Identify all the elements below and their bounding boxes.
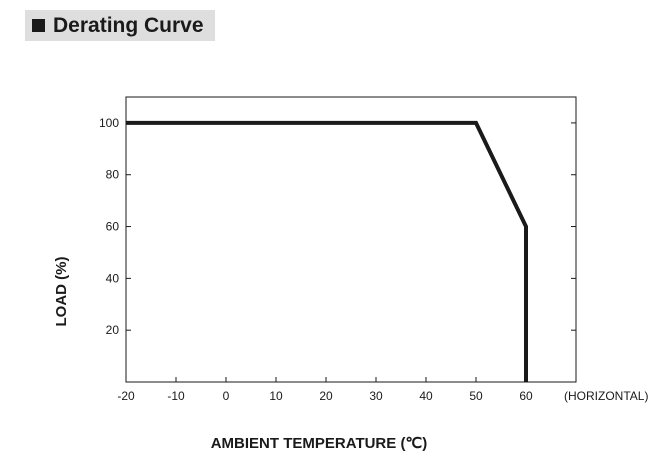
x-tick-label: 30 xyxy=(369,389,383,403)
x-axis-title: AMBIENT TEMPERATURE (℃) xyxy=(211,435,428,452)
y-tick-label: 20 xyxy=(106,323,120,337)
y-axis-ticks: 20 40 60 80 100 xyxy=(99,116,576,337)
y-tick-label: 100 xyxy=(99,116,119,130)
y-axis-title: LOAD (%) xyxy=(53,257,70,327)
x-tick-label: 40 xyxy=(419,389,433,403)
x-tick-label: 0 xyxy=(223,389,230,403)
x-tick-label: 50 xyxy=(469,389,483,403)
header-square-icon xyxy=(32,19,45,32)
derating-curve-line xyxy=(126,120,528,382)
x-tick-label: -20 xyxy=(117,389,135,403)
section-title: Derating Curve xyxy=(53,13,204,37)
x-tick-label: 20 xyxy=(319,389,333,403)
x-tick-label: 60 xyxy=(519,389,533,403)
x-tick-label: -10 xyxy=(167,389,185,403)
x-tick-label: 10 xyxy=(269,389,283,403)
section-header: Derating Curve xyxy=(25,10,215,41)
y-tick-label: 80 xyxy=(106,168,120,182)
y-tick-label: 40 xyxy=(106,271,120,285)
y-tick-label: 60 xyxy=(106,220,120,234)
x-axis-ticks: -20 -10 0 10 20 30 40 50 60 xyxy=(117,377,533,403)
plot-frame xyxy=(125,96,577,383)
x-axis-note: (HORIZONTAL) xyxy=(564,389,648,403)
